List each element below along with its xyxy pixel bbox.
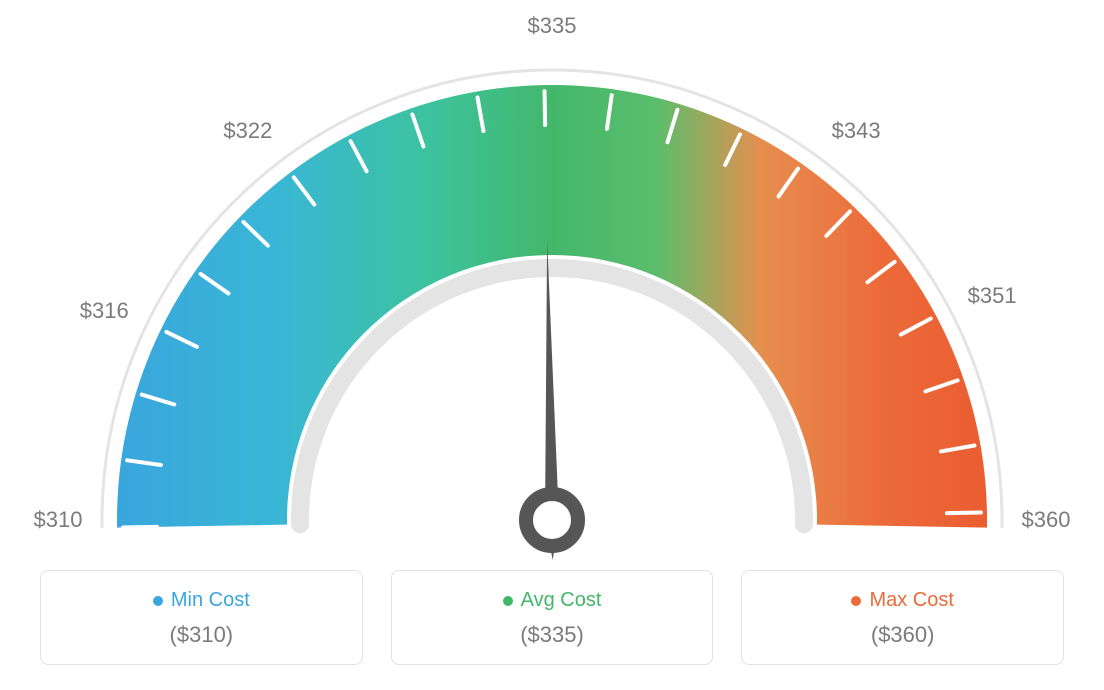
gauge-tick-label: $343 <box>832 118 881 144</box>
gauge-tick-label: $360 <box>1022 507 1071 533</box>
avg-cost-title: Avg Cost <box>503 589 602 612</box>
max-cost-title: Max Cost <box>851 589 953 612</box>
avg-cost-value: ($335) <box>402 622 703 648</box>
min-cost-title: Min Cost <box>153 589 250 612</box>
gauge-tick-label: $351 <box>968 283 1017 309</box>
dot-icon <box>153 596 163 606</box>
dot-icon <box>851 596 861 606</box>
min-cost-label: Min Cost <box>171 589 250 612</box>
dot-icon <box>503 596 513 606</box>
min-cost-value: ($310) <box>51 622 352 648</box>
gauge-tick-label: $316 <box>80 298 129 324</box>
gauge-tick-label: $335 <box>528 13 577 39</box>
max-cost-label: Max Cost <box>869 589 953 612</box>
gauge-tick-label: $322 <box>223 118 272 144</box>
max-cost-value: ($360) <box>752 622 1053 648</box>
avg-cost-card: Avg Cost ($335) <box>391 570 714 665</box>
gauge-chart: $310 $316 $322 $335 $343 $351 $360 <box>0 0 1104 560</box>
min-cost-card: Min Cost ($310) <box>40 570 363 665</box>
gauge-svg <box>0 0 1104 560</box>
cost-cards-row: Min Cost ($310) Avg Cost ($335) Max Cost… <box>0 570 1104 665</box>
avg-cost-label: Avg Cost <box>521 589 602 612</box>
max-cost-card: Max Cost ($360) <box>741 570 1064 665</box>
gauge-tick-label: $310 <box>34 507 83 533</box>
